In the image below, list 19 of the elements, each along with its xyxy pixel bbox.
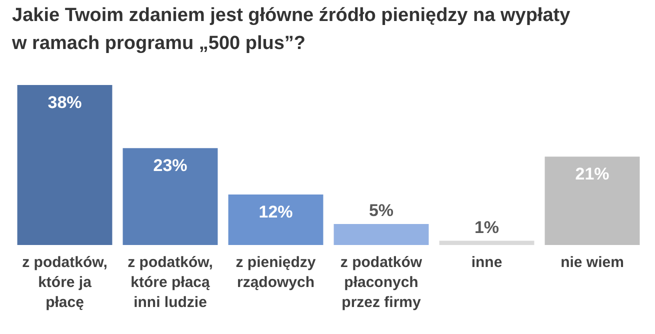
bar: [17, 85, 112, 245]
data-label: 23%: [153, 156, 188, 176]
bar: [544, 156, 640, 245]
x-tick-label: inne: [471, 254, 502, 271]
chart-title: Jakie Twoim zdaniem jest główne źródło pieniędzy na wypłaty w ramach programu „500 plus”?: [11, 5, 571, 54]
x-tick-label: z podatków płaconych przez firmy: [340, 254, 422, 311]
data-label: 21%: [575, 164, 610, 184]
data-label: 1%: [474, 218, 500, 237]
data-label: 38%: [48, 93, 82, 112]
bar: [334, 224, 429, 245]
bar: [439, 240, 534, 245]
x-tick-label: z pieniędzy rządowych: [236, 254, 316, 291]
data-label: 5%: [368, 200, 394, 220]
x-tick-label: z podatków, które ja płacę: [22, 254, 108, 311]
x-tick-label: nie wiem: [560, 254, 624, 271]
bar: [122, 148, 218, 245]
data-label: 12%: [258, 202, 293, 222]
x-tick-label: z podatków, które płacą inni ludzie: [128, 254, 213, 311]
bar: [228, 194, 324, 245]
